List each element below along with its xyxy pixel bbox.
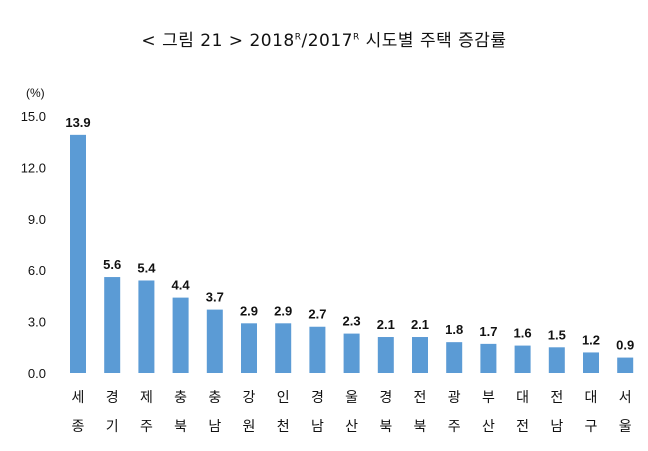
x-category-label-line1: 부 (482, 390, 495, 406)
bar-9 (343, 333, 360, 373)
x-category-label-line1: 경 (311, 390, 324, 406)
x-category-label-line2: 남 (311, 419, 324, 435)
x-category-label-line1: 경 (379, 390, 392, 406)
x-category-label-line1: 충 (208, 390, 221, 406)
x-category-label-line1: 전 (550, 390, 563, 406)
y-tick-label: 9.0 (28, 212, 46, 227)
x-category-label-line2: 전 (516, 419, 529, 435)
data-label: 1.5 (548, 327, 566, 342)
x-category-label-line1: 충 (174, 390, 187, 406)
x-category-label-line2: 울 (619, 419, 632, 435)
x-category-label-line2: 북 (379, 419, 392, 435)
x-category-label-line1: 세 (72, 390, 85, 406)
data-label: 3.7 (206, 290, 224, 305)
x-category-label-line1: 울 (345, 390, 358, 406)
title-year-1: 2018 (249, 31, 295, 51)
bar-7 (275, 323, 292, 373)
x-category-label-line2: 종 (72, 419, 85, 435)
bar-4 (172, 297, 189, 373)
bar-3 (138, 280, 155, 373)
bar-6 (241, 323, 257, 373)
title-separator: / (301, 31, 308, 51)
bar-11 (412, 337, 428, 373)
data-label: 0.9 (616, 338, 634, 353)
x-category-label-line1: 대 (585, 390, 598, 406)
x-category-label-line2: 남 (208, 419, 221, 435)
data-label: 2.1 (411, 317, 429, 332)
y-axis-unit-label: (%) (26, 86, 45, 100)
x-category-label-line2: 천 (277, 419, 290, 435)
data-label: 13.9 (65, 115, 90, 130)
title-revised-mark-1: R (294, 32, 302, 43)
data-label: 1.6 (514, 326, 532, 341)
x-category-label-line2: 주 (140, 419, 153, 435)
bar-15 (548, 347, 565, 373)
x-category-label-line1: 전 (414, 390, 427, 406)
x-category-label-line2: 주 (448, 419, 461, 435)
bar-5 (206, 309, 223, 373)
x-category-label-line2: 북 (174, 419, 187, 435)
title-revised-mark-2: R (352, 32, 360, 43)
title-suffix: 시도별 주택 증감률 (359, 31, 507, 51)
y-tick-label: 12.0 (21, 160, 46, 175)
y-tick-label: 15.0 (21, 109, 46, 124)
bar-2 (104, 277, 121, 373)
x-category-label-line1: 강 (243, 390, 256, 406)
data-label: 2.3 (343, 314, 361, 329)
bar-13 (480, 343, 497, 373)
data-label: 2.1 (377, 317, 395, 332)
bar-14 (514, 345, 531, 373)
x-category-label-line2: 산 (482, 419, 495, 435)
data-label: 2.9 (240, 303, 258, 318)
data-label: 2.9 (274, 303, 292, 318)
data-label: 4.4 (172, 278, 191, 293)
x-category-label-line2: 산 (345, 419, 358, 435)
data-label: 1.8 (445, 322, 463, 337)
y-tick-label: 0.0 (28, 366, 46, 381)
bar-10 (377, 337, 394, 373)
data-label: 1.7 (479, 324, 497, 339)
bar-1 (70, 134, 86, 373)
bar-16 (583, 352, 599, 373)
x-category-label-line1: 경 (106, 390, 119, 406)
chart-title: < 그림 21 > 2018R/2017R 시도별 주택 증감률 (0, 26, 648, 51)
bar-12 (446, 342, 463, 373)
bar-8 (309, 326, 326, 373)
bar-17 (617, 357, 634, 373)
data-label: 5.4 (137, 260, 156, 275)
data-label: 1.2 (582, 332, 600, 347)
title-prefix: < 그림 21 > (141, 31, 250, 51)
x-category-label-line2: 구 (585, 419, 598, 435)
x-category-label-line1: 광 (448, 390, 461, 406)
y-tick-label: 3.0 (28, 315, 46, 330)
x-category-label-line2: 원 (243, 419, 256, 435)
x-category-label-line1: 대 (516, 390, 529, 406)
x-category-label-line1: 제 (140, 390, 153, 406)
y-tick-label: 6.0 (28, 263, 46, 278)
data-label: 2.7 (308, 307, 326, 322)
x-category-label-line2: 북 (414, 419, 427, 435)
x-category-label-line2: 남 (550, 419, 563, 435)
x-category-label-line1: 서 (619, 390, 632, 406)
x-category-label-line1: 인 (277, 390, 290, 406)
data-label: 5.6 (103, 257, 121, 272)
title-year-2: 2017 (307, 31, 353, 51)
x-category-label-line2: 기 (106, 419, 119, 435)
